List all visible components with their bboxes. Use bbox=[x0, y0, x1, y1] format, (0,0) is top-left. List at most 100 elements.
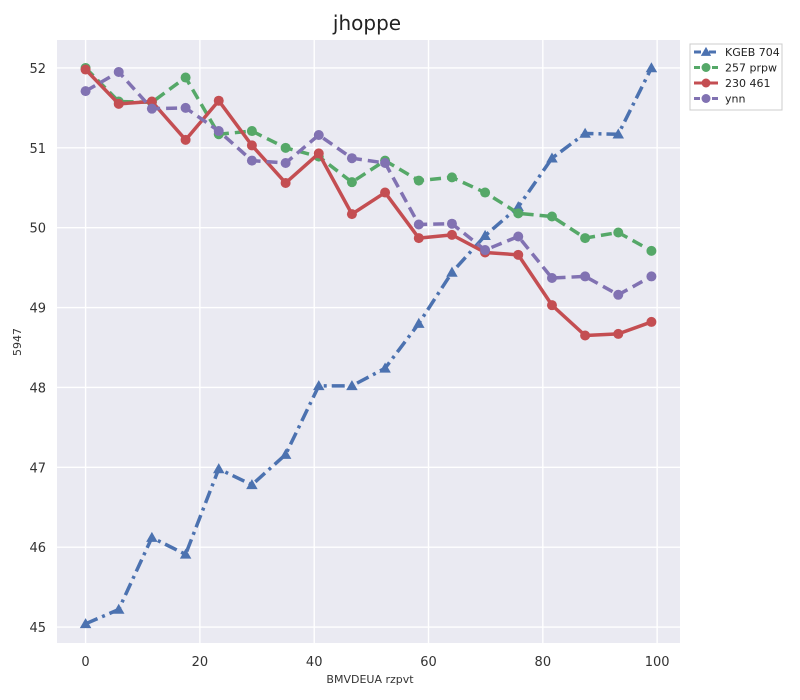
x-tick-label: 0 bbox=[81, 655, 89, 670]
data-point bbox=[113, 98, 124, 109]
data-point bbox=[580, 330, 591, 341]
data-point bbox=[613, 328, 624, 339]
data-point bbox=[612, 128, 625, 139]
x-axis-label: BMVDEUA rzpvt bbox=[326, 673, 414, 686]
x-tick-labels: 0 20 40 60 80 100 bbox=[81, 655, 669, 670]
data-point bbox=[279, 448, 292, 459]
data-point bbox=[546, 211, 557, 222]
data-point bbox=[146, 103, 157, 114]
data-point bbox=[413, 219, 424, 230]
y-tick-label: 51 bbox=[29, 142, 46, 157]
data-point bbox=[480, 245, 491, 256]
data-point bbox=[113, 66, 124, 77]
data-point bbox=[646, 271, 657, 282]
series-line bbox=[84, 68, 653, 338]
data-point bbox=[446, 172, 457, 183]
legend-label: ynn bbox=[725, 93, 745, 106]
data-point bbox=[413, 317, 425, 328]
legend-marker bbox=[701, 63, 711, 72]
data-point bbox=[446, 218, 457, 229]
data-point bbox=[546, 152, 558, 163]
data-point bbox=[446, 266, 458, 277]
data-point bbox=[213, 126, 224, 137]
data-point bbox=[146, 96, 157, 107]
data-point bbox=[246, 479, 258, 490]
series-line bbox=[84, 66, 653, 253]
x-tick-label: 60 bbox=[420, 655, 437, 670]
data-point bbox=[280, 177, 291, 188]
y-tick-label: 45 bbox=[29, 621, 46, 636]
y-tick-label: 48 bbox=[29, 381, 46, 396]
series-line bbox=[84, 70, 653, 297]
legend-label: 230 461 bbox=[725, 77, 771, 90]
data-point bbox=[546, 273, 557, 284]
data-point bbox=[580, 271, 591, 282]
data-point bbox=[613, 289, 624, 300]
data-point bbox=[180, 72, 191, 83]
series-0 bbox=[79, 62, 658, 629]
data-point bbox=[613, 227, 624, 238]
data-point bbox=[379, 362, 391, 373]
legend-marker bbox=[700, 46, 712, 56]
y-tick-label: 49 bbox=[29, 302, 46, 317]
data-point bbox=[180, 134, 191, 145]
data-point bbox=[280, 142, 291, 153]
data-point bbox=[413, 175, 424, 186]
legend-label: KGEB 704 bbox=[725, 46, 780, 59]
data-point bbox=[80, 64, 91, 75]
data-point bbox=[380, 157, 391, 168]
data-point bbox=[246, 126, 257, 137]
data-point bbox=[513, 231, 524, 242]
data-point bbox=[213, 95, 224, 106]
data-point bbox=[313, 148, 324, 159]
data-point bbox=[313, 130, 324, 141]
data-point bbox=[480, 187, 491, 198]
data-point bbox=[513, 249, 524, 260]
data-point bbox=[246, 155, 257, 166]
data-point bbox=[246, 140, 257, 151]
data-point bbox=[112, 603, 125, 614]
data-point bbox=[646, 245, 657, 256]
data-point bbox=[579, 127, 591, 138]
x-tick-label: 20 bbox=[192, 655, 209, 670]
data-point bbox=[645, 62, 658, 73]
data-point bbox=[213, 463, 225, 474]
y-axis-label: 5947 bbox=[11, 328, 24, 356]
data-point bbox=[346, 380, 358, 391]
data-point bbox=[280, 157, 291, 168]
data-point bbox=[313, 380, 325, 391]
data-point bbox=[180, 102, 191, 113]
data-point bbox=[146, 531, 158, 542]
legend: KGEB 704 257 prpw 230 461 ynn bbox=[689, 43, 783, 111]
data-point bbox=[446, 229, 457, 240]
data-point bbox=[546, 300, 557, 311]
data-point bbox=[80, 86, 91, 97]
y-tick-labels: 45 46 47 48 49 50 51 52 bbox=[29, 62, 46, 636]
legend-label: 257 prpw bbox=[725, 62, 777, 75]
y-tick-label: 50 bbox=[29, 222, 46, 237]
data-point bbox=[346, 177, 357, 188]
data-point bbox=[179, 548, 192, 559]
data-point bbox=[346, 153, 357, 164]
y-tick-label: 46 bbox=[29, 541, 46, 556]
series-group bbox=[79, 62, 658, 629]
x-tick-label: 40 bbox=[306, 655, 323, 670]
data-point bbox=[513, 208, 524, 219]
data-point bbox=[479, 229, 491, 240]
legend-marker bbox=[701, 78, 711, 88]
legend-marker bbox=[701, 94, 711, 103]
data-point bbox=[646, 316, 657, 327]
x-tick-label: 100 bbox=[645, 655, 670, 670]
y-tick-label: 47 bbox=[29, 461, 46, 476]
data-point bbox=[413, 233, 424, 244]
data-point bbox=[580, 233, 591, 244]
data-point bbox=[346, 209, 357, 220]
x-tick-label: 80 bbox=[535, 655, 552, 670]
series-3 bbox=[80, 66, 657, 300]
data-point bbox=[512, 201, 524, 212]
series-line bbox=[84, 67, 653, 626]
y-tick-label: 52 bbox=[29, 62, 46, 77]
data-point bbox=[79, 618, 92, 629]
chart-title: jhoppe bbox=[332, 11, 401, 35]
